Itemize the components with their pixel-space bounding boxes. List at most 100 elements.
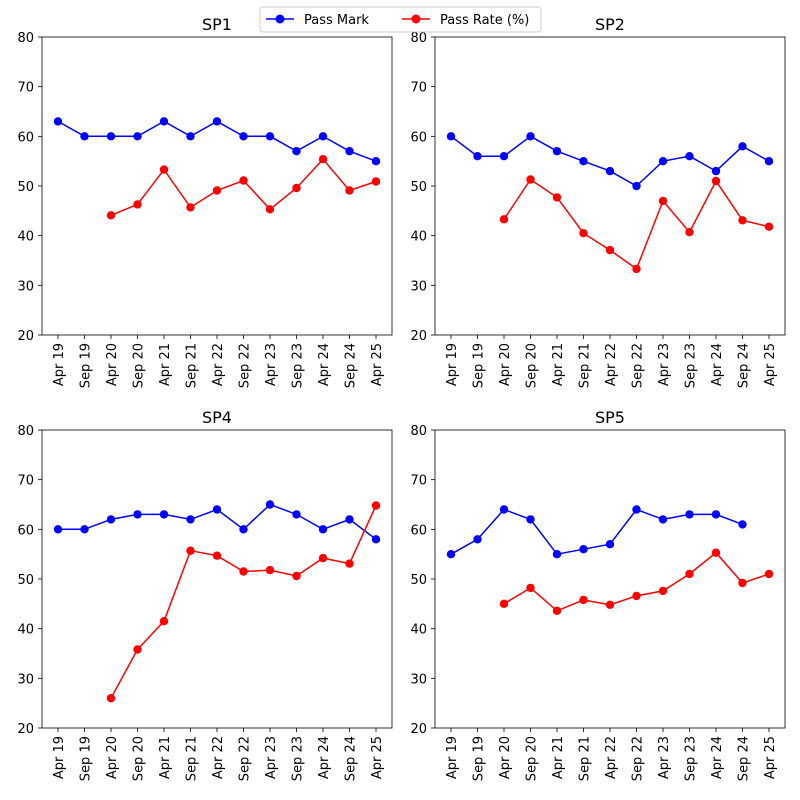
data-point xyxy=(292,510,301,519)
y-tick-label: 40 xyxy=(17,230,34,245)
data-point xyxy=(371,535,381,544)
x-tick-label: Apr 21 xyxy=(158,343,173,386)
data-point xyxy=(345,186,354,195)
x-tick-label: Apr 25 xyxy=(370,736,385,779)
series-pass-rate xyxy=(499,175,774,274)
data-point xyxy=(106,211,116,220)
series-pass-rate xyxy=(106,155,381,220)
data-point xyxy=(186,132,195,141)
data-point xyxy=(159,617,169,626)
x-tick-label: Apr 23 xyxy=(657,736,672,779)
x-tick-label: Apr 21 xyxy=(551,736,566,779)
panels: SP1 20 30 40 50 60 70 80 Apr 19 Sep 19 Apr 20 Sep 2… xyxy=(17,15,786,781)
x-tick-label: Sep 20 xyxy=(525,343,540,388)
data-point xyxy=(685,152,694,161)
data-point xyxy=(265,132,275,141)
panel-title: SP2 xyxy=(595,15,625,34)
data-point xyxy=(658,515,668,524)
x-tick-label: Apr 19 xyxy=(52,343,67,386)
x-tick-label: Sep 21 xyxy=(185,736,200,781)
data-point xyxy=(499,152,509,161)
x-tick-label: Sep 22 xyxy=(238,736,253,781)
x-tick-label: Apr 24 xyxy=(710,343,725,386)
series-pass-mark xyxy=(446,132,774,191)
panel-sp1: SP1 20 30 40 50 60 70 80 Apr 19 Sep 19 Apr 20 Sep 2… xyxy=(17,15,393,388)
data-point xyxy=(738,520,747,529)
data-point xyxy=(446,132,456,141)
x-tick-label: Sep 21 xyxy=(578,343,593,388)
data-point xyxy=(552,550,562,559)
y-tick-label: 30 xyxy=(17,279,34,294)
x-tick-label: Apr 21 xyxy=(158,736,173,779)
data-point xyxy=(632,181,641,191)
data-point xyxy=(186,515,195,524)
y-tick-label: 60 xyxy=(17,130,34,145)
x-tick-label: Apr 24 xyxy=(710,736,725,779)
x-tick-label: Sep 19 xyxy=(472,736,487,781)
data-point xyxy=(318,525,328,534)
x-tick-label: Apr 25 xyxy=(763,736,778,779)
data-point xyxy=(212,505,222,514)
panel-title: SP1 xyxy=(202,15,232,34)
legend-label-pass-rate: Pass Rate (%) xyxy=(440,13,529,28)
x-tick-label: Apr 25 xyxy=(763,343,778,386)
x-tick-label: Sep 22 xyxy=(631,343,646,388)
data-point xyxy=(685,510,694,519)
data-point xyxy=(133,132,142,141)
data-point xyxy=(106,515,116,524)
data-point xyxy=(632,505,641,514)
x-tick-label: Apr 21 xyxy=(551,343,566,386)
y-tick-label: 40 xyxy=(17,623,34,638)
data-point xyxy=(345,559,354,568)
series-line xyxy=(503,551,770,612)
series-pass-mark xyxy=(53,117,381,166)
y-tick-label: 20 xyxy=(410,329,427,344)
data-point xyxy=(711,548,721,557)
x-tick-label: Sep 24 xyxy=(344,736,359,781)
x-tick-label: Sep 22 xyxy=(238,343,253,388)
data-point xyxy=(711,510,721,519)
data-point xyxy=(212,186,222,195)
data-point xyxy=(605,166,615,176)
x-tick-label: Apr 19 xyxy=(445,343,460,386)
x-tick-label: Apr 20 xyxy=(498,343,513,386)
y-tick-label: 40 xyxy=(410,230,427,245)
panel-title: SP4 xyxy=(202,408,232,427)
series-line xyxy=(450,508,743,556)
y-tick-label: 60 xyxy=(17,523,34,538)
legend: Pass Mark Pass Rate (%) xyxy=(259,6,542,33)
x-tick-label: Sep 23 xyxy=(684,736,699,781)
x-tick-label: Sep 20 xyxy=(525,736,540,781)
y-tick-label: 50 xyxy=(17,180,34,195)
data-point xyxy=(658,157,668,166)
data-point xyxy=(499,215,509,224)
data-point xyxy=(552,147,562,156)
legend-label-pass-mark: Pass Mark xyxy=(304,13,369,28)
x-tick-label: Sep 21 xyxy=(578,736,593,781)
x-tick-label: Apr 23 xyxy=(657,343,672,386)
panel-sp5: SP5 20 30 40 50 60 70 80 Apr 19 Sep 19 Apr 20 Sep 2… xyxy=(410,408,786,781)
data-point xyxy=(632,591,641,601)
data-point xyxy=(292,183,301,193)
data-point xyxy=(345,147,354,156)
legend-swatch-marker xyxy=(275,14,285,24)
x-tick-label: Sep 19 xyxy=(79,736,94,781)
data-point xyxy=(764,222,774,231)
axes-frame xyxy=(41,36,393,336)
series-pass-rate xyxy=(106,501,381,703)
data-point xyxy=(526,515,535,524)
data-point xyxy=(371,501,381,510)
series-line xyxy=(110,158,377,216)
data-point xyxy=(53,117,63,126)
y-tick-label: 80 xyxy=(410,424,427,439)
data-point xyxy=(552,606,562,615)
data-point xyxy=(685,569,694,579)
data-point xyxy=(292,571,301,581)
x-tick-label: Apr 20 xyxy=(105,736,120,779)
data-point xyxy=(526,132,535,141)
data-point xyxy=(186,203,195,212)
panel-sp2: SP2 20 30 40 50 60 70 80 Apr 19 Sep 19 Apr 20 Sep 2… xyxy=(410,15,786,388)
data-point xyxy=(239,525,248,534)
data-point xyxy=(186,546,195,555)
x-tick-label: Sep 24 xyxy=(737,343,752,388)
